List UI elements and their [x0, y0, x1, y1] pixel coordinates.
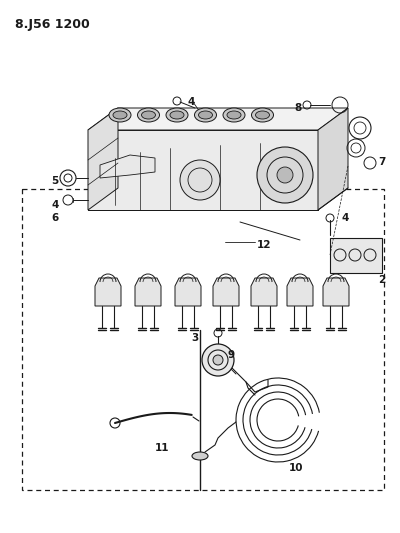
Text: 12: 12: [257, 240, 272, 250]
Text: 3: 3: [191, 333, 199, 343]
Circle shape: [202, 344, 234, 376]
Polygon shape: [287, 278, 313, 306]
Bar: [22, 189, 384, 490]
Polygon shape: [213, 278, 239, 306]
Text: 10: 10: [289, 463, 303, 473]
Polygon shape: [251, 278, 277, 306]
Polygon shape: [88, 130, 318, 210]
Polygon shape: [318, 108, 348, 210]
Bar: [330, 238, 382, 273]
Polygon shape: [100, 155, 155, 178]
Ellipse shape: [252, 108, 274, 122]
Polygon shape: [88, 108, 348, 130]
Text: 8: 8: [295, 103, 302, 113]
Polygon shape: [95, 278, 121, 306]
Ellipse shape: [223, 108, 245, 122]
Ellipse shape: [170, 111, 184, 119]
Ellipse shape: [109, 108, 131, 122]
Circle shape: [213, 355, 223, 365]
Text: 6: 6: [51, 213, 59, 223]
Text: 4: 4: [51, 200, 59, 210]
Ellipse shape: [142, 111, 156, 119]
Ellipse shape: [198, 111, 212, 119]
Ellipse shape: [138, 108, 160, 122]
Text: 11: 11: [155, 443, 169, 453]
Ellipse shape: [227, 111, 241, 119]
Text: 8.J56 1200: 8.J56 1200: [15, 18, 90, 31]
Ellipse shape: [192, 452, 208, 460]
Circle shape: [180, 160, 220, 200]
Circle shape: [257, 147, 313, 203]
Ellipse shape: [194, 108, 216, 122]
Polygon shape: [175, 278, 201, 306]
Polygon shape: [323, 278, 349, 306]
Polygon shape: [135, 278, 161, 306]
Text: 9: 9: [228, 350, 235, 360]
Polygon shape: [88, 108, 118, 210]
Text: 2: 2: [378, 275, 386, 285]
Ellipse shape: [113, 111, 127, 119]
Circle shape: [277, 167, 293, 183]
Text: 7: 7: [378, 157, 386, 167]
Ellipse shape: [256, 111, 270, 119]
Text: 4: 4: [188, 97, 195, 107]
Text: 4: 4: [341, 213, 349, 223]
Ellipse shape: [166, 108, 188, 122]
Text: 5: 5: [51, 176, 59, 186]
